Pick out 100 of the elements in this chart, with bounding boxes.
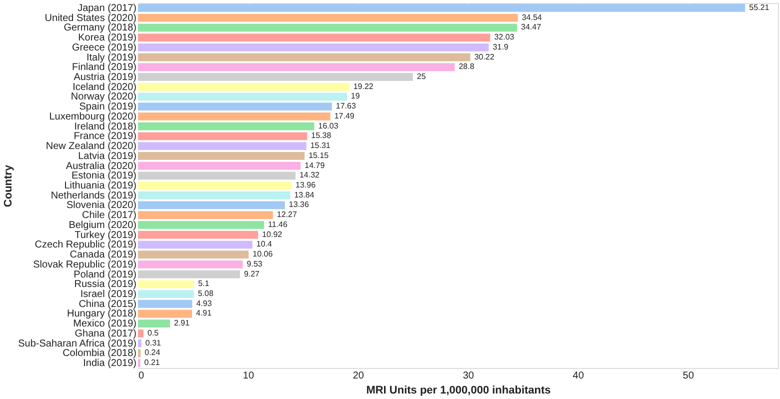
- bar: [138, 260, 243, 268]
- data-label: 12.27: [276, 210, 298, 220]
- data-label: 0.21: [144, 358, 160, 368]
- data-label: 19: [350, 92, 360, 101]
- y-tick-label: Japan (2017): [78, 2, 136, 14]
- y-axis-title: Country: [2, 164, 15, 208]
- bar: [138, 152, 305, 160]
- bar: [138, 4, 746, 12]
- data-label: 10.06: [252, 250, 274, 259]
- x-tick-label: 50: [682, 370, 694, 382]
- y-tick-label: Finland (2019): [72, 62, 136, 74]
- y-tick-label: New Zealand (2020): [46, 141, 136, 152]
- y-tick-label: Slovak Republic (2019): [33, 259, 136, 270]
- bar: [138, 92, 347, 101]
- bar: [138, 182, 292, 190]
- y-tick-label: Australia (2020): [66, 160, 136, 172]
- y-tick-label: Greece (2019): [72, 42, 136, 54]
- data-label: 34.47: [521, 22, 542, 32]
- bar: [138, 132, 308, 140]
- y-tick-label: Germany (2018): [64, 22, 136, 34]
- data-label: 28.8: [458, 62, 475, 72]
- data-label: 2.91: [174, 318, 190, 328]
- bar: [138, 250, 249, 258]
- y-tick-label: Chile (2017): [82, 210, 136, 222]
- bar: [138, 230, 258, 239]
- data-label: 10.4: [256, 240, 272, 249]
- data-label: 15.38: [311, 131, 332, 140]
- data-label: 0.5: [148, 328, 160, 338]
- data-label: 25: [416, 72, 426, 81]
- bar: [138, 221, 264, 229]
- bar: [138, 34, 490, 42]
- data-label: 9.27: [244, 269, 260, 278]
- bar: [138, 280, 194, 288]
- bar: [138, 63, 455, 72]
- y-tick-label: Italy (2019): [86, 52, 136, 64]
- bar: [138, 300, 192, 308]
- data-label: 34.54: [522, 12, 542, 22]
- y-tick-label: Spain (2019): [79, 102, 136, 113]
- y-tick-label: Canada (2019): [70, 250, 136, 261]
- bar: [138, 349, 141, 358]
- x-tick-label: 20: [352, 370, 364, 382]
- y-tick-label: United States (2020): [44, 12, 136, 24]
- y-tick-label: Russia (2019): [74, 279, 136, 290]
- bar: [138, 330, 144, 338]
- data-label: 13.36: [288, 200, 310, 210]
- bar: [138, 172, 296, 180]
- data-label: 13.96: [296, 180, 316, 190]
- y-tick-label: Korea (2019): [78, 32, 136, 44]
- bar: [138, 82, 350, 91]
- x-tick-label: 30: [462, 370, 474, 382]
- data-label: 55.21: [749, 2, 770, 12]
- y-tick-label: Iceland (2020): [72, 82, 136, 93]
- data-label: 5.08: [198, 289, 214, 298]
- y-tick-label: Hungary (2018): [67, 308, 136, 320]
- data-label: 9.53: [246, 259, 263, 268]
- bar: [138, 191, 290, 200]
- data-label: 14.32: [299, 170, 320, 180]
- bar: [138, 14, 518, 22]
- y-tick-label: China (2015): [78, 298, 136, 310]
- y-tick-label: Czech Republic (2019): [34, 240, 136, 251]
- bar: [138, 112, 330, 120]
- bar: [138, 240, 252, 249]
- data-label: 16.03: [318, 121, 339, 130]
- y-tick-label: Turkey (2019): [74, 230, 136, 241]
- data-label: 0.31: [145, 338, 162, 348]
- bar: [138, 339, 142, 348]
- y-tick-label: Norway (2020): [70, 92, 136, 103]
- y-tick-label: India (2019): [83, 358, 136, 370]
- bar: [138, 122, 314, 130]
- x-tick-label: 10: [242, 370, 254, 382]
- y-tick-label: Sub-Saharan Africa (2019): [18, 338, 136, 350]
- data-label: 15.31: [310, 141, 331, 150]
- y-tick-label: Luxembourg (2020): [49, 111, 136, 122]
- bar: [138, 310, 192, 318]
- y-tick-label: Ghana (2017): [74, 328, 136, 340]
- bar: [138, 24, 518, 32]
- bar: [138, 201, 285, 210]
- data-label: 15.15: [308, 150, 330, 160]
- bar: [138, 43, 489, 52]
- data-label: 17.49: [334, 111, 355, 120]
- y-tick-label: Ireland (2018): [74, 121, 136, 132]
- data-label: 17.63: [336, 102, 356, 111]
- y-tick-label: Belgium (2020): [68, 220, 136, 231]
- y-tick-label: France (2019): [74, 131, 136, 142]
- y-tick-label: Austria (2019): [74, 72, 136, 83]
- y-tick-label: Poland (2019): [74, 269, 136, 280]
- x-tick-label: 40: [572, 370, 584, 382]
- x-tick-label: 0: [138, 370, 144, 382]
- data-label: 10.92: [262, 230, 283, 239]
- bar: [138, 162, 301, 170]
- y-tick-label: Lithuania (2019): [64, 180, 136, 192]
- bar: [138, 320, 170, 328]
- bar: [138, 53, 470, 62]
- bar: [138, 270, 240, 278]
- bar: [138, 290, 194, 298]
- data-label: 5.1: [198, 279, 210, 288]
- data-label: 31.9: [492, 42, 509, 52]
- data-label: 13.84: [294, 190, 315, 200]
- data-label: 32.03: [494, 32, 515, 42]
- x-axis-title: MRI Units per 1,000,000 inhabitants: [366, 384, 551, 396]
